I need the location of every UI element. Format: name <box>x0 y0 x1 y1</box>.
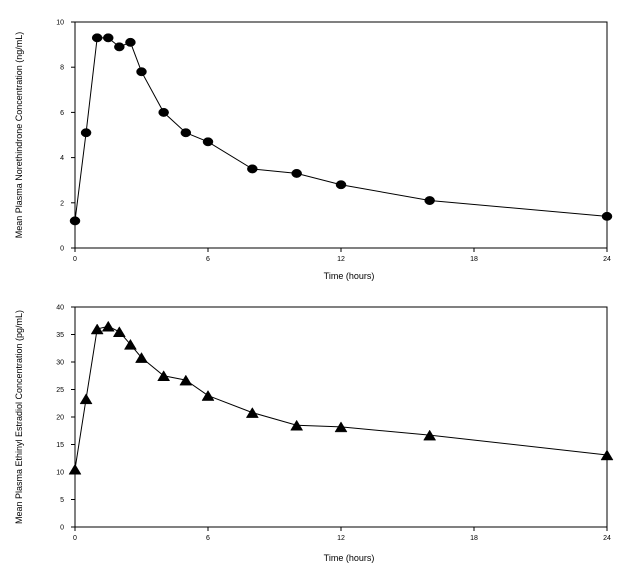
chart-2-y-tick-label: 30 <box>56 360 64 367</box>
chart-2-data-point <box>600 449 614 461</box>
chart-2-data-point <box>112 326 126 337</box>
chart-1-data-point <box>69 216 81 226</box>
chart-1-data-point <box>91 33 103 43</box>
chart-2-data-point <box>245 407 259 418</box>
chart-2-y-tick-label: 0 <box>60 525 64 532</box>
chart-1-y-tick-label: 6 <box>60 110 64 117</box>
chart-1-y-tick-label: 2 <box>60 200 64 207</box>
chart-2-plot-frame <box>74 306 608 528</box>
chart-2: 0 6 12 18 24 0 5 10 15 20 25 30 35 40 Time (hours) Mean… <box>14 305 614 563</box>
chart-2-y-tick-label: 15 <box>56 442 64 449</box>
chart-1-series-line <box>74 37 608 221</box>
chart-1-data-point <box>247 164 258 174</box>
chart-1-y-axis-title: Mean Plasma Norethindrone Concentration … <box>14 32 24 239</box>
chart-2-y-tick-label: 5 <box>60 497 64 504</box>
chart-2-y-tick-label: 25 <box>56 387 64 394</box>
chart-1-x-tick-label: 12 <box>337 256 345 263</box>
chart-1-x-axis-title: Time (hours) <box>324 271 375 281</box>
chart-2-y-tick-label: 10 <box>56 470 64 477</box>
chart-1-x-tick-label: 6 <box>206 256 210 263</box>
chart-2-data-point <box>157 370 171 381</box>
chart-2-x-tick-label: 0 <box>73 535 77 542</box>
chart-2-y-tick-label: 20 <box>56 415 64 422</box>
chart-2-y-axis-title: Mean Plasma Ethinyl Estradiol Concentrat… <box>14 310 24 524</box>
chart-2-data-point <box>290 419 304 431</box>
chart-1-data-point <box>202 137 214 147</box>
chart-1-data-point <box>103 33 114 43</box>
chart-1-data-point <box>180 128 192 138</box>
chart-1-data-point <box>136 67 147 77</box>
chart-2-data-point <box>423 429 437 441</box>
chart-2-data-point <box>179 374 193 386</box>
chart-2-x-tick-label: 24 <box>603 535 611 542</box>
chart-1-y-tick-label: 0 <box>60 246 64 253</box>
chart-1-x-tick-label: 18 <box>470 256 478 263</box>
chart-2-y-tick-label: 40 <box>56 305 64 312</box>
chart-1-data-point <box>335 180 347 190</box>
chart-2-data-point <box>334 421 348 433</box>
chart-2-data-point <box>90 323 104 335</box>
chart-2-data-point <box>135 352 148 363</box>
chart-1-plot-frame <box>74 21 608 249</box>
chart-2-data-point <box>79 393 93 405</box>
chart-2-data-point <box>101 320 115 332</box>
chart-2-data-point <box>123 338 137 350</box>
chart-2-y-tick-label: 35 <box>56 332 64 339</box>
chart-1-data-point <box>158 107 169 117</box>
chart-1-data-point <box>80 128 92 138</box>
chart-1-x-tick-label: 24 <box>603 256 611 263</box>
chart-2-data-point <box>201 390 215 401</box>
chart-1-y-tick-label: 4 <box>60 155 64 162</box>
chart-1-x-tick-label: 0 <box>73 256 77 263</box>
chart-1-y-tick-label: 10 <box>56 20 64 27</box>
chart-2-x-tick-label: 6 <box>206 535 210 542</box>
chart-1-data-point <box>424 196 435 205</box>
chart-1-data-point <box>601 211 613 221</box>
chart-2-data-point <box>68 463 82 475</box>
chart-2-series-line <box>74 325 608 470</box>
chart-1-y-tick-label: 8 <box>60 65 64 72</box>
chart-1-data-point <box>291 168 302 178</box>
chart-1-data-point <box>125 37 136 47</box>
chart-1-data-point <box>114 42 125 52</box>
chart-2-x-tick-label: 12 <box>337 535 345 542</box>
chart-2-x-tick-label: 18 <box>470 535 478 542</box>
chart-2-x-axis-title: Time (hours) <box>324 553 375 563</box>
